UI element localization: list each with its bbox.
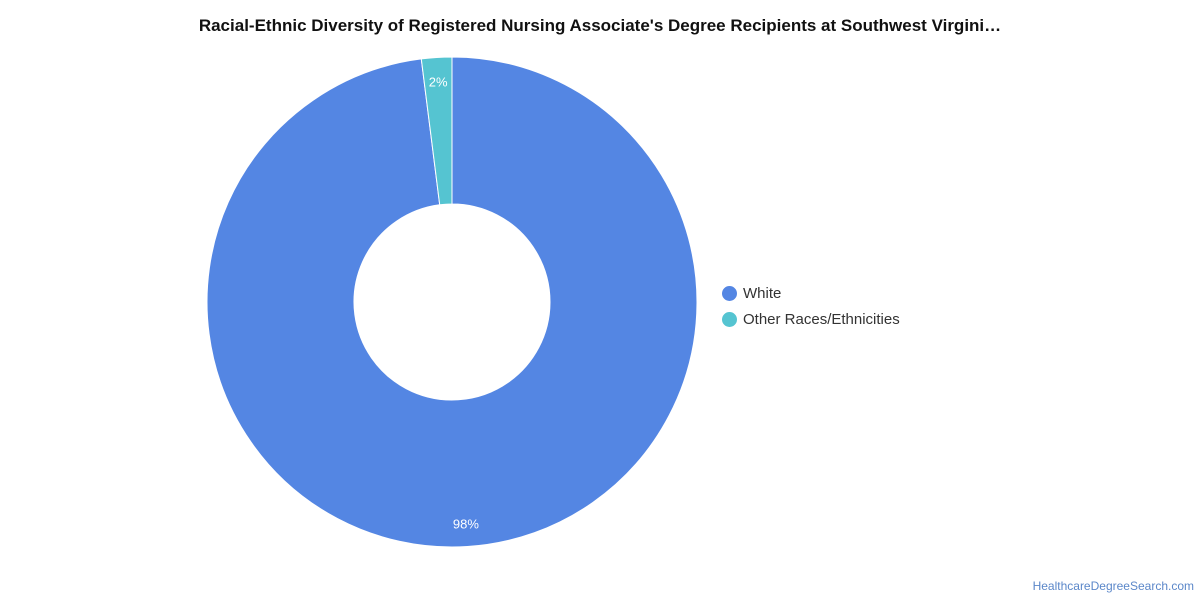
legend-swatch-white [722, 285, 737, 301]
legend-item-other[interactable]: Other Races/Ethnicities [722, 306, 900, 332]
legend-label-other: Other Races/Ethnicities [743, 310, 900, 328]
legend-label-white: White [743, 284, 782, 302]
legend-item-white[interactable]: White [722, 280, 900, 306]
slice-white[interactable] [206, 56, 698, 548]
chart-title: Racial-Ethnic Diversity of Registered Nu… [198, 16, 1002, 35]
data-label-other: 2% [429, 74, 448, 89]
site-watermark[interactable]: HealthcareDegreeSearch.com [1032, 579, 1194, 593]
legend-swatch-other [722, 311, 737, 327]
slice-other[interactable] [420, 56, 453, 206]
legend: White Other Races/Ethnicities [722, 280, 900, 332]
data-label-white: 98% [453, 517, 479, 532]
